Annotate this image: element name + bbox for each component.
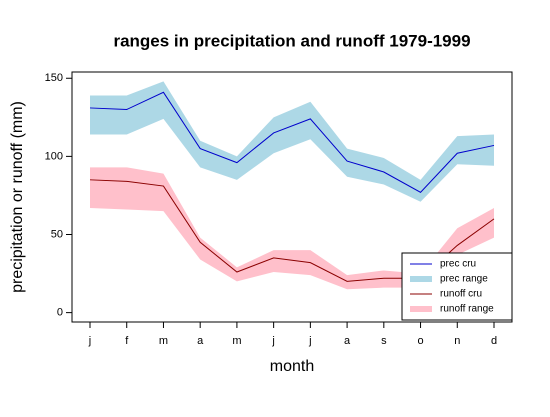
range-band xyxy=(90,81,494,202)
x-tick-label: a xyxy=(197,335,204,347)
x-tick-label: s xyxy=(381,335,387,347)
x-tick-label: j xyxy=(88,335,91,347)
x-tick-label: j xyxy=(271,335,274,347)
x-tick-label: d xyxy=(491,335,497,347)
chart-title: ranges in precipitation and runoff 1979-… xyxy=(113,31,470,50)
y-tick-label: 0 xyxy=(57,307,63,319)
y-tick-label: 50 xyxy=(51,228,63,240)
x-tick-label: m xyxy=(159,335,168,347)
x-axis-label: month xyxy=(270,358,314,375)
legend-label: prec cru xyxy=(440,259,476,270)
plot-frame xyxy=(71,71,513,323)
x-tick-label: o xyxy=(417,335,423,347)
legend-label: runoff cru xyxy=(440,289,482,300)
x-tick-label: n xyxy=(454,335,460,347)
legend-label: runoff range xyxy=(440,304,494,315)
x-tick-label: j xyxy=(308,335,311,347)
line xyxy=(89,91,495,193)
x-tick-label: f xyxy=(125,335,129,347)
x-tick-label: a xyxy=(344,335,351,347)
y-tick-label: 150 xyxy=(45,72,63,84)
range-band xyxy=(90,167,494,290)
y-tick-label: 100 xyxy=(45,150,63,162)
legend-label: prec range xyxy=(440,274,488,285)
x-tick-label: m xyxy=(232,335,241,347)
y-axis-label: precipitation or runoff (mm) xyxy=(9,101,26,293)
